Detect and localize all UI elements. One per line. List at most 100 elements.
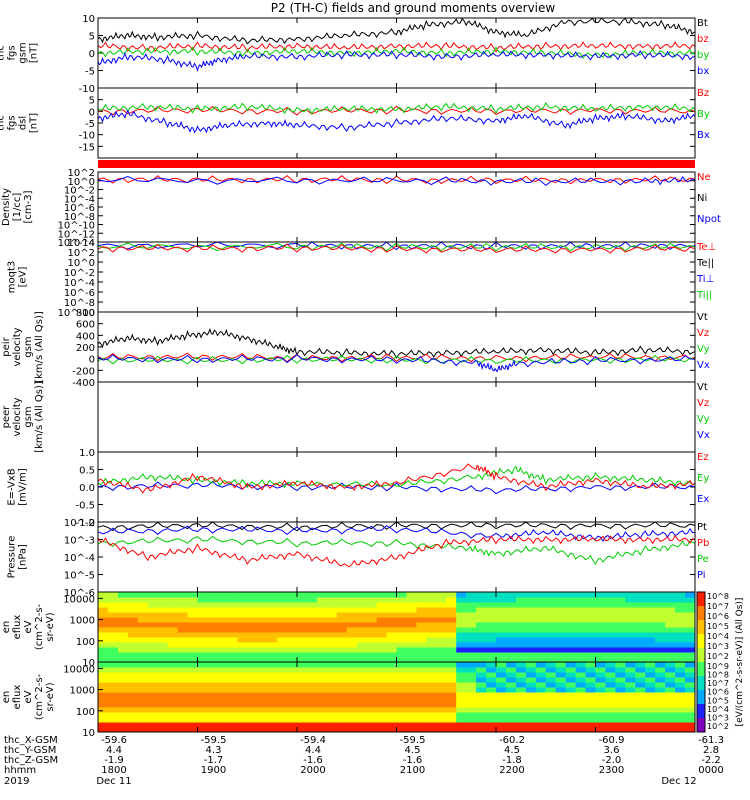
spectrogram-cell — [545, 697, 557, 703]
spectrogram-cell — [177, 617, 189, 623]
spectrogram-cell — [665, 707, 676, 713]
spectrogram-cell — [247, 672, 258, 678]
spectrogram-cell — [227, 692, 238, 698]
spectrogram-cell — [187, 642, 198, 648]
spectrogram-cell — [167, 717, 179, 723]
spectrogram-cell — [147, 672, 159, 678]
spectrogram-cell — [396, 652, 407, 658]
y-axis-label-line: velocity — [12, 397, 23, 436]
spectrogram-cell — [496, 657, 507, 663]
spectrogram-cell — [336, 707, 348, 713]
spectrogram-cell — [446, 687, 457, 693]
spectrogram-cell — [575, 622, 587, 628]
y-tick-label: 100 — [76, 707, 95, 718]
spectrogram-cell — [117, 702, 129, 708]
spectrogram-cell — [615, 632, 626, 638]
spectrogram-cell — [287, 637, 298, 643]
spectrogram-cell — [177, 652, 189, 658]
spectrogram-cell — [486, 692, 497, 698]
y-axis-label-line: thc — [0, 409, 1, 425]
spectrogram-cell — [157, 667, 169, 673]
spectrogram-cell — [555, 662, 567, 668]
spectrogram-cell — [346, 692, 358, 698]
spectrogram-cell — [336, 687, 348, 693]
spectrogram-cell — [237, 617, 248, 623]
spectrogram-cell — [515, 697, 527, 703]
spectrogram-cell — [665, 632, 676, 638]
spectrogram-cell — [157, 707, 169, 713]
bottom-row-value: 1800 — [101, 765, 126, 776]
spectrogram-cell — [137, 727, 149, 733]
spectrogram-cell — [147, 637, 159, 643]
spectrogram-cell — [515, 642, 527, 648]
spectrogram-cell — [416, 622, 427, 628]
spectrogram-cell — [456, 662, 467, 668]
spectrogram-cell — [157, 657, 169, 663]
spectrogram-cell — [575, 597, 587, 603]
spectrogram-cell — [98, 672, 109, 678]
spectrogram-cell — [207, 652, 218, 658]
spectrogram-cell — [446, 727, 457, 733]
spectrogram-cell — [137, 697, 149, 703]
spectrogram-cell — [486, 627, 497, 633]
spectrogram-cell — [535, 602, 547, 608]
series-bx — [97, 50, 696, 73]
spectrogram-cell — [227, 617, 238, 623]
spectrogram-cell — [535, 722, 547, 728]
spectrogram-cell — [98, 727, 109, 733]
spectrogram-cell — [326, 717, 338, 723]
spectrogram-cell — [107, 687, 119, 693]
spectrogram-cell — [137, 687, 149, 693]
spectrogram-cell — [645, 592, 656, 598]
spectrogram-cell — [217, 702, 228, 708]
spectrogram-cell — [635, 722, 646, 728]
spectrogram-cell — [117, 677, 129, 683]
spectrogram-cell — [665, 692, 676, 698]
spectrogram-cell — [575, 667, 587, 673]
spectrogram-cell — [635, 672, 646, 678]
spectrogram-cell — [555, 602, 567, 608]
spectrogram-cell — [287, 722, 298, 728]
spectrogram-cell — [217, 692, 228, 698]
spectrogram-cell — [525, 637, 537, 643]
spectrogram-cell — [466, 727, 477, 733]
spectrogram-cell — [247, 632, 258, 638]
spectrogram-cell — [117, 652, 129, 658]
spectrogram-cell — [237, 637, 248, 643]
spectrogram-cell — [476, 672, 487, 678]
spectrogram-cell — [545, 692, 557, 698]
y-tick-label: 10^2 — [68, 168, 95, 179]
spectrogram-cell — [525, 617, 537, 623]
spectrogram-cell — [565, 642, 577, 648]
spectrogram-cell — [297, 617, 308, 623]
spectrogram-cell — [287, 632, 298, 638]
spectrogram-cell — [665, 722, 676, 728]
spectrogram-cell — [326, 642, 338, 648]
spectrogram-cell — [336, 642, 348, 648]
spectrogram-cell — [555, 672, 567, 678]
spectrogram-cell — [187, 702, 198, 708]
spectrogram-cell — [416, 697, 427, 703]
spectrogram-cell — [197, 662, 208, 668]
spectrogram-cell — [346, 647, 358, 653]
spectrogram-cell — [446, 622, 457, 628]
spectrogram-cell — [167, 612, 179, 618]
spectrogram-cell — [207, 667, 218, 673]
spectrogram-cell — [466, 672, 477, 678]
spectrogram-cell — [406, 717, 417, 723]
spectrogram-cell — [665, 697, 676, 703]
spectrogram-cell — [406, 607, 417, 613]
spectrogram-cell — [376, 692, 388, 698]
spectrogram-cell — [117, 637, 129, 643]
y-axis-label-line: gsm — [23, 406, 34, 427]
spectrogram-cell — [187, 672, 198, 678]
spectrogram-cell — [207, 727, 218, 733]
spectrogram-cell — [197, 707, 208, 713]
spectrogram-cell — [356, 682, 368, 688]
spectrogram-cell — [406, 727, 417, 733]
spectrogram-cell — [277, 622, 288, 628]
spectrogram-cell — [426, 592, 437, 598]
spectrogram-cell — [456, 647, 467, 653]
spectrogram-cell — [665, 607, 676, 613]
